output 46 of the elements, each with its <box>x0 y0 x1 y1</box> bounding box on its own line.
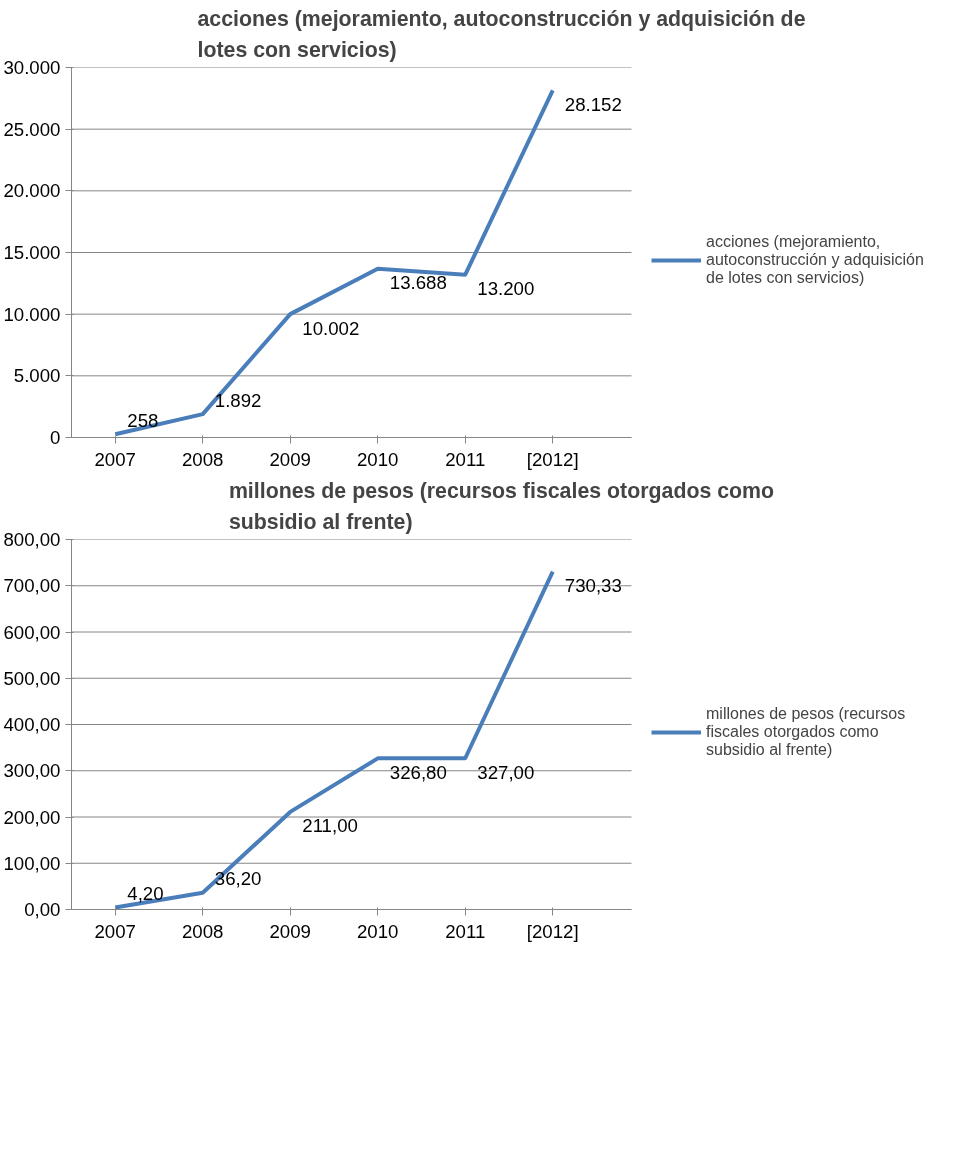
x-tick-label: 2009 <box>269 920 312 942</box>
chart-title: acciones (mejoramiento, autoconstrucción y adquisición de lotes con servicios) <box>197 7 806 63</box>
x-tick-label: 2010 <box>357 448 399 470</box>
data-label: 326,80 <box>389 761 447 783</box>
chart-title: millones de pesos (recursos fiscales otorgados como subsidio al frente) <box>228 479 775 535</box>
y-tick-label: 400,00 <box>3 714 61 735</box>
y-tick-label: 500,00 <box>3 667 61 689</box>
legend-label: acciones (mejoramiento, autoconstrucción y adquisición de lotes con servicios) <box>706 233 924 287</box>
y-tick-label: 300,00 <box>3 760 61 782</box>
y-tick-label: 100,00 <box>3 852 61 874</box>
y-tick-label: 25.000 <box>3 118 61 140</box>
y-tick-label: 5.000 <box>13 365 61 387</box>
x-tick-label: 2011 <box>445 920 486 942</box>
y-tick-label: 700,00 <box>3 575 61 597</box>
y-tick-label: 200,00 <box>3 806 61 828</box>
y-tick-label: 0,00 <box>24 899 61 920</box>
data-label: 36,20 <box>214 868 262 890</box>
data-label: 1.892 <box>214 389 262 411</box>
y-tick-label: 15.000 <box>3 242 61 263</box>
data-label: 4,20 <box>127 883 164 905</box>
y-tick-label: 10.000 <box>3 303 61 325</box>
x-tick-label: [2012] <box>526 448 579 470</box>
data-label: 28.152 <box>564 93 622 115</box>
x-tick-label: 2008 <box>182 920 224 942</box>
y-tick-label: 600,00 <box>3 621 61 643</box>
x-tick-label: 2007 <box>94 920 137 942</box>
x-tick-label: [2012] <box>526 920 579 942</box>
data-label: 13.688 <box>389 272 447 294</box>
x-tick-label: 2009 <box>269 448 312 470</box>
data-label: 211,00 <box>302 815 358 837</box>
x-tick-label: 2008 <box>182 448 224 470</box>
data-label: 730,33 <box>564 575 622 597</box>
line-series <box>113 88 555 437</box>
y-tick-label: 0 <box>50 427 61 448</box>
x-tick-label: 2010 <box>357 920 399 942</box>
data-label: 10.002 <box>302 317 360 339</box>
x-tick-label: 2011 <box>445 448 486 470</box>
y-tick-label: 20.000 <box>3 180 61 202</box>
x-tick-label: 2007 <box>94 448 137 470</box>
y-tick-label: 30.000 <box>3 57 61 78</box>
data-label: 258 <box>127 409 159 431</box>
line-series <box>113 569 555 910</box>
y-tick-label: 800,00 <box>3 529 61 550</box>
data-label: 327,00 <box>477 761 535 783</box>
data-label: 13.200 <box>477 278 535 300</box>
legend-label: millones de pesos (recursos fiscales otorgados como subsidio al frente) <box>706 705 906 759</box>
